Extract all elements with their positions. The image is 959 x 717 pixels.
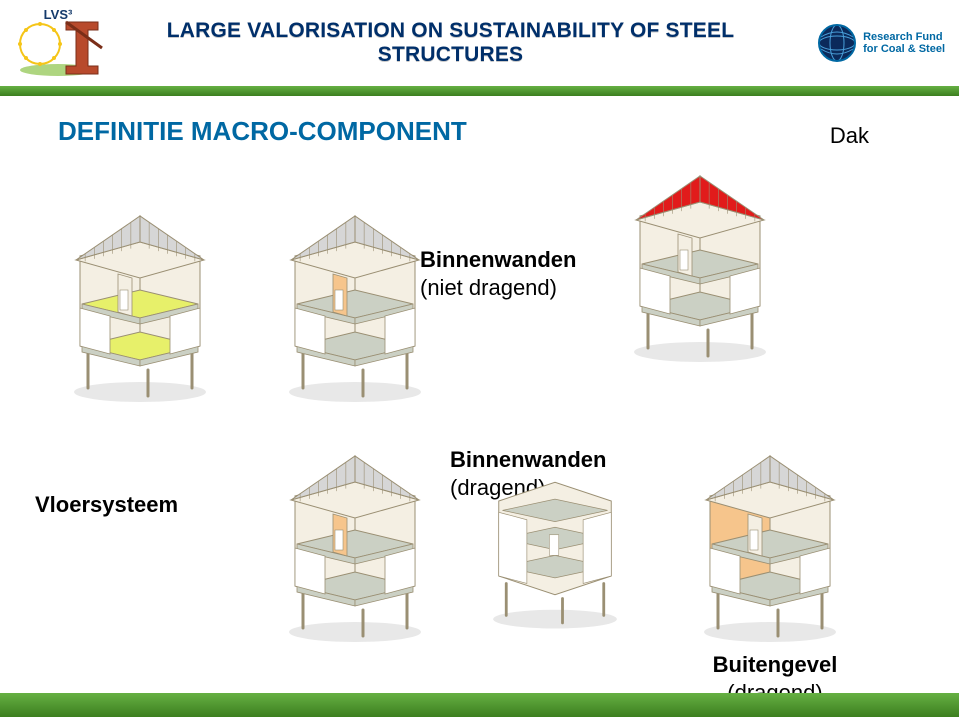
page-header: LVS³ LARGE VALORISATION ON SUSTAINABILIT… (0, 0, 959, 86)
house-diagram-cell (480, 426, 630, 632)
globe-icon (817, 23, 857, 63)
rfcs-badge: Research Fund for Coal & Steel (795, 23, 945, 63)
lvs-logo-icon: LVS³ (10, 8, 106, 78)
header-divider (0, 86, 959, 96)
house-diagram-facade (690, 426, 850, 646)
house-diagram-int-load (275, 426, 435, 646)
label-interior-nonload: Binnenwanden (niet dragend) (420, 246, 600, 301)
slide-content: DEFINITIE MACRO-COMPONENT Dak Binnenwand… (0, 96, 959, 693)
house-diagram-roof (620, 146, 780, 366)
page-title: LARGE VALORISATION ON SUSTAINABILITY OF … (106, 19, 795, 67)
footer-bar (0, 693, 959, 717)
house-diagram-int-nonload (275, 186, 435, 406)
house-diagram-floor (60, 186, 220, 406)
label-floor: Vloersysteem (35, 491, 178, 519)
section-title: DEFINITIE MACRO-COMPONENT (58, 116, 467, 147)
svg-text:LVS³: LVS³ (44, 8, 73, 22)
label-roof: Dak (830, 122, 869, 150)
rfcs-text: Research Fund for Coal & Steel (863, 31, 945, 55)
